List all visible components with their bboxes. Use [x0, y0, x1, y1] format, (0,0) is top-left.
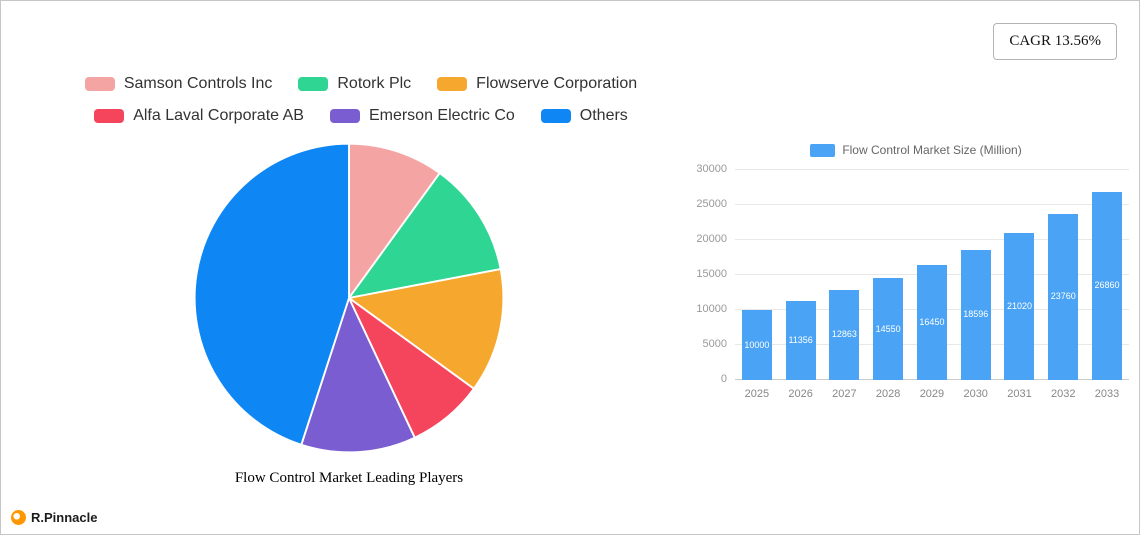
legend-item-rotork-plc[interactable]: Rotork Plc	[298, 75, 411, 93]
x-axis-tick-label: 2029	[919, 388, 945, 400]
bar-value-label: 14550	[875, 323, 901, 334]
y-axis-tick-label: 5000	[702, 338, 727, 350]
bar-series: 10000 11356 12863 14550 16450 18596 21020 23760…	[735, 170, 1129, 380]
bar-2033[interactable]: 26860	[1092, 191, 1122, 380]
x-axis-tick-label: 2027	[832, 388, 857, 400]
legend-item-alfa-laval-corporate-ab[interactable]: Alfa Laval Corporate AB	[94, 107, 304, 125]
cagr-badge: CAGR 13.56%	[993, 23, 1117, 60]
brand-logo: R.Pinnacle	[11, 510, 97, 525]
bar-value-label: 16450	[919, 316, 945, 327]
legend-label: Samson Controls Inc	[123, 75, 273, 92]
legend-swatch	[437, 77, 468, 91]
bar-2031[interactable]: 21020	[1004, 232, 1035, 380]
bar-series-label: Flow Control Market Size (Million)	[842, 143, 1022, 157]
bar-2025[interactable]: 10000	[741, 310, 772, 380]
x-axis-tick-label: 2026	[788, 388, 813, 400]
brand-logo-icon	[11, 510, 26, 525]
x-axis-tick-label: 2025	[744, 388, 770, 400]
bar-value-label: 10000	[744, 339, 770, 350]
y-axis-tick-label: 30000	[696, 163, 727, 175]
gridline: 25000	[696, 198, 1129, 210]
legend-swatch	[298, 77, 329, 91]
legend-swatch	[329, 109, 360, 123]
bar-2027[interactable]: 12863	[829, 289, 860, 380]
bar-value-label: 12863	[831, 329, 857, 340]
bar-chart: Flow Control Market Size (Million) 0 5000…	[691, 143, 1139, 400]
bar-2030[interactable]: 18596	[960, 249, 991, 380]
x-axis-tick-label: 2030	[963, 388, 988, 400]
gridline: 30000	[696, 163, 1129, 175]
bar-value-label: 18596	[963, 309, 989, 320]
x-axis-tick-label: 2033	[1094, 388, 1120, 400]
y-axis-tick-label: 15000	[696, 268, 727, 280]
pie-slice-flowserve-corporation[interactable]	[346, 267, 505, 391]
legend-label: Rotork Plc	[337, 75, 412, 92]
pie-slice-rotork-plc[interactable]	[346, 171, 502, 300]
legend-swatch	[84, 77, 115, 91]
y-axis-tick-label: 20000	[696, 233, 727, 245]
bar-2029[interactable]: 16450	[916, 264, 947, 380]
legend-swatch	[540, 109, 571, 123]
bar-plot-area: 0 5000 10000 15000 20000 25000 30000 10000 11356…	[696, 163, 1129, 385]
bar-value-label: 11356	[788, 334, 813, 345]
legend-item-others[interactable]: Others	[540, 107, 628, 125]
x-axis-tick-label: 2031	[1007, 388, 1032, 400]
x-axis-tick-label: 2028	[875, 388, 901, 400]
pie-slice-others[interactable]	[193, 142, 350, 447]
brand-name: R.Pinnacle	[31, 510, 98, 525]
pie-chart: Flow Control Market Leading Players	[187, 136, 511, 487]
bar-2026[interactable]: 11356	[785, 300, 816, 380]
y-axis-tick-label: 0	[720, 373, 727, 385]
legend-item-samson-controls-inc[interactable]: Samson Controls Inc	[84, 75, 273, 93]
legend-item-flowserve-corporation[interactable]: Flowserve Corporation	[437, 75, 637, 93]
pie-svg	[193, 142, 505, 454]
gridline: 20000	[696, 233, 1129, 245]
y-axis-tick-label: 10000	[696, 303, 727, 315]
bar-series-marker	[810, 143, 836, 157]
bar-value-label: 26860	[1094, 280, 1120, 291]
bar-chart-legend-item[interactable]: Flow Control Market Size (Million)	[691, 143, 1139, 157]
bar-x-axis: 2025 2026 2027 2028 2029 2030 2031 2032 2033	[735, 388, 1129, 400]
pie-slice-emerson-electric-co[interactable]	[300, 295, 417, 454]
bar-2032[interactable]: 23760	[1048, 213, 1079, 380]
legend-label: Emerson Electric Co	[368, 107, 515, 124]
pie-legend: Samson Controls Inc Rotork Plc Flowserve C…	[29, 75, 693, 125]
pie-slice-samson-controls-inc[interactable]	[348, 142, 442, 301]
pie-chart-title: Flow Control Market Leading Players	[234, 470, 464, 486]
legend-item-emerson-electric-co[interactable]: Emerson Electric Co	[329, 107, 515, 125]
legend-label: Alfa Laval Corporate AB	[133, 107, 304, 124]
legend-label: Others	[579, 107, 628, 124]
bar-2028[interactable]: 14550	[873, 278, 904, 380]
bar-value-label: 21020	[1006, 300, 1032, 311]
legend-swatch	[94, 109, 125, 123]
legend-label: Flowserve Corporation	[476, 75, 638, 92]
bar-value-label: 23760	[1050, 291, 1076, 302]
y-axis-tick-label: 25000	[696, 198, 727, 210]
cagr-label: CAGR 13.56%	[1009, 33, 1101, 49]
x-axis-tick-label: 2032	[1050, 388, 1076, 400]
